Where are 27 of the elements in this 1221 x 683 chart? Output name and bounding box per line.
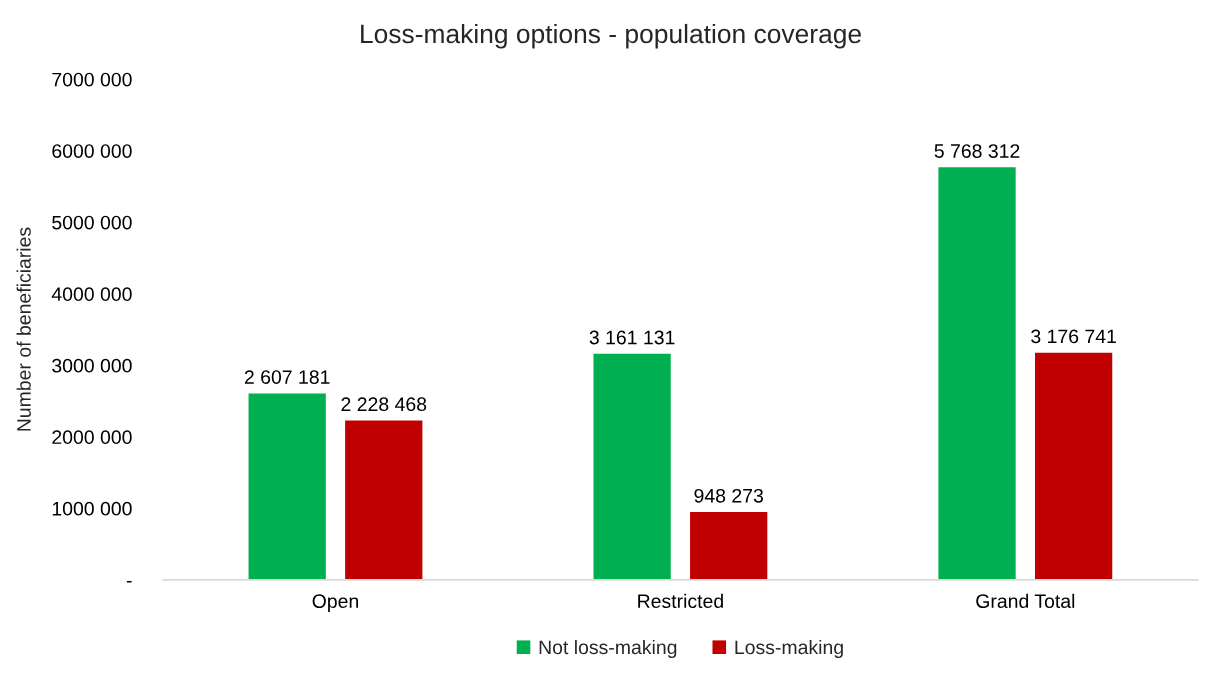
y-tick-label: 2000 000 bbox=[52, 430, 132, 445]
y-tick-label: 1000 000 bbox=[52, 501, 132, 516]
y-tick-label: - bbox=[126, 580, 132, 583]
x-tick-label: Grand Total bbox=[976, 593, 1075, 609]
bar bbox=[593, 353, 671, 580]
y-axis-title: Number of beneficiaries bbox=[16, 227, 31, 431]
y-tick-label: 7000 000 bbox=[52, 72, 132, 87]
data-label: 948 273 bbox=[694, 488, 763, 503]
bar bbox=[938, 167, 1016, 580]
data-label: 2 607 181 bbox=[244, 370, 330, 384]
data-label: 3 176 741 bbox=[1031, 329, 1116, 344]
y-tick-label: 5000 000 bbox=[52, 215, 132, 230]
bar bbox=[690, 512, 768, 580]
data-label: 2 228 468 bbox=[341, 397, 427, 412]
bar bbox=[345, 420, 423, 580]
legend-label: Loss-making bbox=[735, 639, 843, 659]
y-tick-label: 6000 000 bbox=[52, 144, 132, 158]
legend-label: Not loss-making bbox=[539, 639, 677, 659]
bar bbox=[1034, 352, 1113, 580]
x-tick-label: Restricted bbox=[638, 593, 723, 609]
y-tick-label: 4000 000 bbox=[51, 287, 132, 302]
data-label: 3 161 131 bbox=[589, 330, 675, 345]
bar bbox=[248, 393, 326, 580]
chart-title: Loss-making options - population coverage bbox=[361, 23, 861, 49]
y-tick-label: 3000 000 bbox=[52, 358, 132, 373]
x-tick-label: Open bbox=[312, 594, 358, 612]
data-label: 5 768 312 bbox=[934, 144, 1020, 158]
